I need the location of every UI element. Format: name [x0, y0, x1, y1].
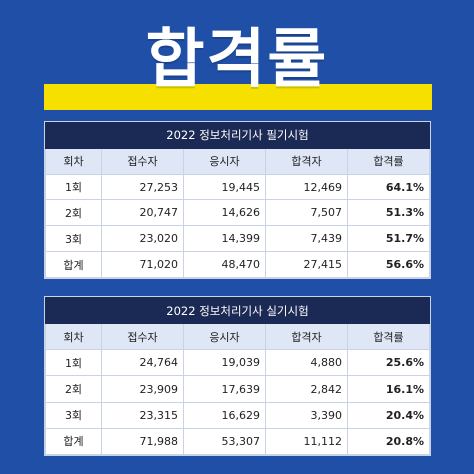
table-cell: 2,842: [265, 375, 348, 403]
practical-exam-panel: 2022 정보처리기사 실기시험 회차 접수자 응시자 합격자 합격률 1회 2…: [44, 296, 431, 456]
practical-exam-table: 2022 정보처리기사 실기시험 회차 접수자 응시자 합격자 합격률 1회 2…: [45, 296, 430, 456]
column-header: 응시자: [183, 147, 266, 175]
table-cell: 27,415: [265, 251, 348, 278]
table-cell: 71,020: [101, 251, 184, 278]
table-cell: 19,445: [183, 173, 266, 201]
page-title: 합격률: [145, 23, 329, 97]
column-header: 접수자: [101, 147, 184, 175]
pass-rate-cell: 64.1%: [347, 173, 430, 201]
column-header: 접수자: [101, 323, 184, 351]
table-cell: 12,469: [265, 173, 348, 201]
written-exam-table: 2022 정보처리기사 필기시험 회차 접수자 응시자 합격자 합격률 1회 2…: [45, 122, 430, 278]
pass-rate-cell: 25.6%: [347, 349, 430, 377]
pass-rate-cell: 51.3%: [347, 199, 430, 227]
table-cell: 11,112: [265, 427, 348, 456]
table-cell: 14,626: [183, 199, 266, 227]
column-header: 합격률: [347, 147, 430, 175]
table-row: 3회 23,020 14,399 7,439 51.7%: [45, 225, 430, 253]
table-cell: 7,507: [265, 199, 348, 227]
row-label: 2회: [45, 375, 102, 403]
column-header: 합격자: [265, 323, 348, 351]
table-cell: 27,253: [101, 173, 184, 201]
title-area: 합격률: [0, 0, 474, 112]
table-cell: 3,390: [265, 401, 348, 429]
table-row: 1회 27,253 19,445 12,469 64.1%: [45, 173, 430, 201]
table-cell: 23,315: [101, 401, 184, 429]
written-exam-panel: 2022 정보처리기사 필기시험 회차 접수자 응시자 합격자 합격률 1회 2…: [44, 121, 431, 279]
table-row: 3회 23,315 16,629 3,390 20.4%: [45, 401, 430, 429]
table-cell: 53,307: [183, 427, 266, 456]
pass-rate-cell: 51.7%: [347, 225, 430, 253]
pass-rate-cell: 20.8%: [347, 427, 430, 456]
column-header: 회차: [45, 147, 102, 175]
table-cell: 23,020: [101, 225, 184, 253]
row-label: 합계: [45, 427, 102, 456]
table-cell: 14,399: [183, 225, 266, 253]
table-row-total: 합계 71,988 53,307 11,112 20.8%: [45, 427, 430, 456]
table-caption: 2022 정보처리기사 필기시험: [45, 122, 430, 149]
row-label: 2회: [45, 199, 102, 227]
table-cell: 4,880: [265, 349, 348, 377]
title-highlight-bar: [44, 84, 432, 110]
table-row-total: 합계 71,020 48,470 27,415 56.6%: [45, 251, 430, 278]
pass-rate-cell: 20.4%: [347, 401, 430, 429]
table-cell: 16,629: [183, 401, 266, 429]
table-row: 2회 20,747 14,626 7,507 51.3%: [45, 199, 430, 227]
column-header: 합격자: [265, 147, 348, 175]
table-caption: 2022 정보처리기사 실기시험: [45, 296, 430, 325]
pass-rate-cell: 16.1%: [347, 375, 430, 403]
table-cell: 20,747: [101, 199, 184, 227]
row-label: 3회: [45, 225, 102, 253]
table-cell: 71,988: [101, 427, 184, 456]
table-cell: 17,639: [183, 375, 266, 403]
table-row: 2회 23,909 17,639 2,842 16.1%: [45, 375, 430, 403]
table-cell: 23,909: [101, 375, 184, 403]
table-cell: 48,470: [183, 251, 266, 278]
column-header: 합격률: [347, 323, 430, 351]
table-cell: 7,439: [265, 225, 348, 253]
pass-rate-cell: 56.6%: [347, 251, 430, 278]
row-label: 1회: [45, 349, 102, 377]
table-cell: 24,764: [101, 349, 184, 377]
row-label: 합계: [45, 251, 102, 278]
row-label: 1회: [45, 173, 102, 201]
column-header: 응시자: [183, 323, 266, 351]
table-row: 1회 24,764 19,039 4,880 25.6%: [45, 349, 430, 377]
row-label: 3회: [45, 401, 102, 429]
column-header: 회차: [45, 323, 102, 351]
table-cell: 19,039: [183, 349, 266, 377]
